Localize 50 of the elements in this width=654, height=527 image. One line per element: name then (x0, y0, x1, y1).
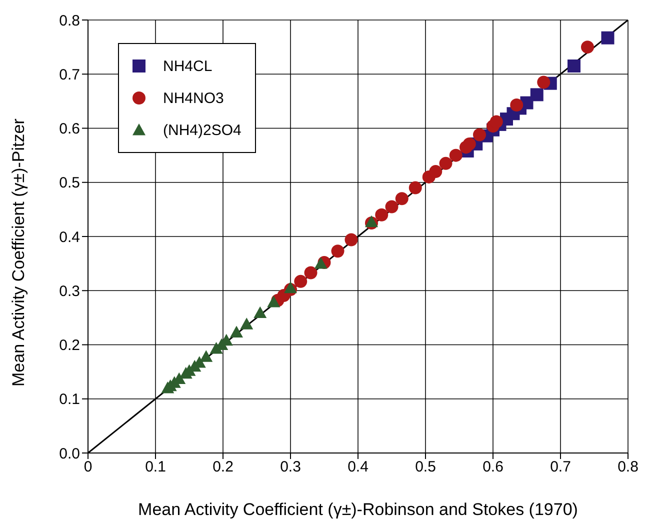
point (395, 192, 408, 206)
point (490, 115, 503, 128)
x-tick-label: 0.5 (415, 458, 436, 476)
y-tick-label: 0.5 (59, 174, 80, 192)
y-tick-label: 0.0 (59, 445, 80, 462)
point (314, 257, 328, 269)
point (267, 295, 280, 308)
x-tick-label: 0 (84, 458, 92, 476)
y-tick-label: 0.4 (59, 228, 80, 246)
y-tick-label: 0.3 (59, 282, 80, 300)
x-axis-title: Mean Activity Coefficient (γ±)-Robinson and Stokes (1970) (138, 500, 578, 519)
x-tick-label: 0.7 (550, 458, 571, 476)
point (537, 76, 550, 89)
x-tick-label: 0.8 (618, 458, 638, 476)
point (230, 326, 243, 338)
legend-label: NH4CL (163, 58, 212, 74)
point (462, 137, 476, 150)
legend-label: (NH4)2SO4 (163, 122, 242, 138)
point (439, 156, 452, 170)
y-tick-label: 0.1 (59, 391, 80, 408)
point (568, 60, 580, 73)
y-tick-label: 0.8 (59, 12, 80, 30)
point (304, 266, 318, 280)
x-tick-label: 0.2 (212, 458, 234, 476)
point (344, 233, 358, 246)
point (284, 281, 297, 294)
point (254, 306, 267, 318)
legend-label: NH4NO3 (163, 90, 224, 106)
point (601, 31, 614, 44)
y-tick-label: 0.6 (59, 120, 80, 138)
y-axis-title: Mean Activity Coefficient (γ±)-Pitzer (9, 118, 28, 386)
point (449, 148, 462, 162)
point (375, 208, 388, 222)
x-tick-label: 0.3 (280, 458, 301, 476)
x-tick-label: 0.6 (482, 458, 504, 476)
point (200, 350, 213, 362)
point (581, 40, 594, 54)
x-tick-label: 0.1 (145, 458, 166, 476)
point (510, 98, 524, 112)
point (385, 200, 398, 214)
x-tick-label: 0.4 (348, 458, 368, 476)
y-tick-label: 0.7 (59, 66, 80, 84)
point (473, 128, 486, 142)
y-tick-label: 0.2 (59, 337, 80, 354)
point (429, 165, 442, 178)
point (530, 88, 544, 102)
point (331, 244, 344, 258)
point (408, 181, 422, 194)
point (294, 274, 308, 288)
point (240, 318, 254, 330)
